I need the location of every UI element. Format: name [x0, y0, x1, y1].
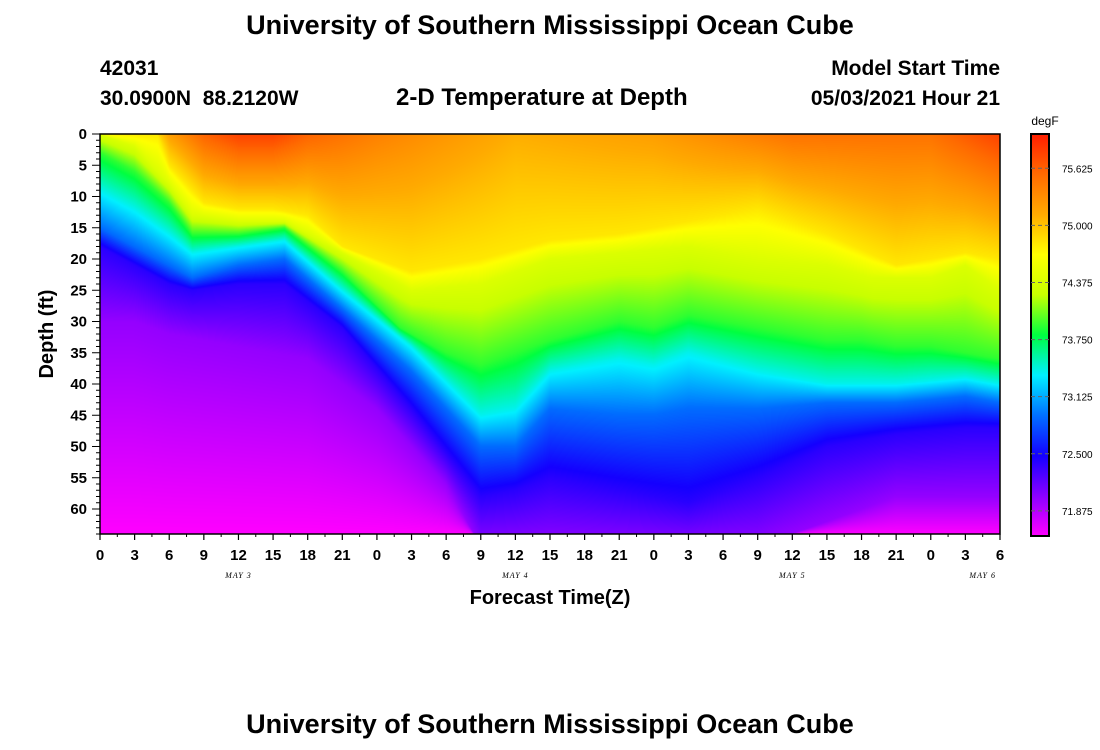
x-tick-label: 0	[96, 547, 104, 564]
y-tick-label: 55	[70, 470, 87, 487]
x-tick-label: 18	[576, 547, 593, 564]
x-tick-label: 12	[230, 547, 247, 564]
y-tick-label: 25	[70, 282, 87, 299]
x-tick-label: 9	[477, 547, 485, 564]
x-tick-label: 18	[299, 547, 316, 564]
x-tick-label: 0	[650, 547, 658, 564]
model-start-label: Model Start Time	[831, 57, 1000, 80]
colorbar-tick-label: 74.375	[1062, 278, 1093, 289]
date-label: MAY 4	[501, 571, 529, 580]
y-tick-label: 15	[70, 220, 87, 237]
y-tick-label: 50	[70, 439, 87, 456]
y-tick-label: 45	[70, 407, 87, 424]
colorbar-tick-label: 75.625	[1062, 164, 1093, 175]
station-location: 30.0900N 88.2120W	[100, 87, 299, 110]
x-tick-label: 15	[542, 547, 559, 564]
colorbar-tick-label: 75.000	[1062, 221, 1093, 232]
y-axis-label: Depth (ft)	[36, 290, 58, 379]
y-tick-label: 30	[70, 314, 87, 331]
y-tick-label: 5	[79, 157, 87, 174]
x-tick-label: 3	[130, 547, 138, 564]
x-tick-label: 12	[784, 547, 801, 564]
y-tick-label: 10	[70, 189, 87, 206]
x-tick-label: 0	[927, 547, 935, 564]
x-tick-label: 12	[507, 547, 524, 564]
x-tick-label: 6	[165, 547, 173, 564]
y-tick-label: 60	[70, 501, 87, 518]
x-tick-label: 9	[200, 547, 208, 564]
station-id: 42031	[100, 57, 159, 80]
x-tick-label: 6	[719, 547, 727, 564]
page-title: University of Southern Mississippi Ocean…	[246, 10, 854, 40]
footer-title: University of Southern Mississippi Ocean…	[246, 709, 854, 739]
x-tick-label: 6	[442, 547, 450, 564]
y-tick-label: 40	[70, 376, 87, 393]
x-tick-label: 15	[265, 547, 282, 564]
colorbar-unit: degF	[1031, 114, 1058, 128]
heatmap-field	[100, 134, 1000, 534]
y-tick-label: 0	[79, 126, 87, 143]
date-label: MAY 6	[968, 571, 996, 580]
x-tick-label: 21	[888, 547, 905, 564]
x-axis-label: Forecast Time(Z)	[470, 587, 631, 609]
colorbar-tick-label: 71.875	[1062, 507, 1093, 518]
x-tick-label: 3	[684, 547, 692, 564]
x-tick-label: 0	[373, 547, 381, 564]
colorbar-tick-label: 73.750	[1062, 336, 1093, 347]
x-tick-label: 18	[853, 547, 870, 564]
x-tick-label: 6	[996, 547, 1004, 564]
y-tick-label: 35	[70, 345, 87, 362]
x-tick-label: 3	[961, 547, 969, 564]
model-start-time: 05/03/2021 Hour 21	[810, 87, 1000, 110]
colorbar-tick-label: 72.500	[1062, 450, 1093, 461]
x-tick-label: 21	[334, 547, 351, 564]
y-tick-label: 20	[70, 251, 87, 268]
chart-subtitle: 2-D Temperature at Depth	[396, 84, 688, 111]
colorbar	[1030, 133, 1050, 537]
x-tick-label: 21	[611, 547, 628, 564]
colorbar-tick-label: 73.125	[1062, 393, 1093, 404]
x-tick-label: 9	[754, 547, 762, 564]
x-tick-label: 3	[407, 547, 415, 564]
x-tick-label: 15	[819, 547, 836, 564]
date-label: MAY 3	[224, 571, 252, 580]
date-label: MAY 5	[778, 571, 806, 580]
